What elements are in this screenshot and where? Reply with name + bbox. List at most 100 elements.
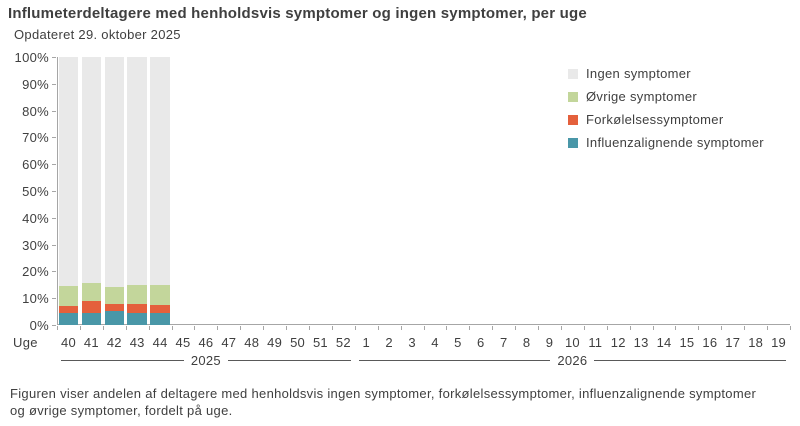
x-axis-tick-label: 7: [499, 335, 508, 350]
x-axis-tick-label: 17: [725, 335, 741, 350]
x-axis-tick: [469, 326, 471, 330]
y-axis-tick: [52, 298, 56, 300]
bar-segment: [127, 284, 147, 305]
bar-segment: [81, 312, 102, 325]
x-axis-tick: [698, 326, 700, 330]
year-group: 2026: [358, 352, 786, 369]
bar-segment: [81, 282, 102, 302]
x-axis-tick-label: 1: [362, 335, 370, 350]
x-axis-tick: [721, 326, 723, 330]
x-axis-tick: [331, 326, 333, 330]
x-axis-tick-label: 43: [129, 335, 145, 350]
x-axis-tick: [400, 326, 402, 330]
x-axis-tick: [194, 326, 196, 330]
legend-item: Ingen symptomer: [568, 66, 764, 81]
x-axis-tick: [629, 326, 631, 330]
x-axis-tick: [148, 326, 150, 330]
bar-segment: [58, 286, 79, 306]
x-axis-tick-label: 9: [545, 335, 554, 350]
plot-area: [57, 57, 790, 325]
bar-segment: [127, 313, 147, 325]
legend-item: Øvrige symptomer: [568, 89, 764, 104]
y-axis-tick: [52, 217, 56, 219]
legend-item: Forkølelsessymptomer: [568, 112, 764, 127]
x-axis-tick: [308, 326, 310, 330]
legend-swatch: [568, 68, 578, 79]
bar-segment: [104, 310, 125, 325]
x-axis-tick-label: 49: [267, 335, 283, 350]
y-axis-tick: [52, 110, 56, 112]
figure-caption: Figuren viser andelen af deltagere med h…: [10, 386, 757, 418]
x-axis-tick-label: 52: [335, 335, 351, 350]
y-axis-tick: [52, 244, 56, 246]
x-axis-tick-label: 48: [244, 335, 260, 350]
x-axis-tick: [790, 326, 791, 330]
x-axis-tick: [560, 326, 562, 330]
y-axis-tick-label: 90%: [22, 76, 49, 92]
x-axis-tick: [606, 326, 608, 330]
x-axis-tick: [79, 326, 81, 330]
year-group-label: 2026: [557, 353, 588, 368]
x-axis-tick: [240, 326, 242, 330]
year-group-line: [358, 360, 551, 361]
year-group-line: [594, 360, 786, 361]
bar-segment: [150, 57, 170, 285]
y-axis-tick: [52, 164, 56, 166]
x-axis-tick-label: 3: [408, 335, 416, 350]
chart-title: Influmeterdeltagere med henholdsvis symp…: [8, 5, 587, 22]
x-axis-tick-label: 42: [106, 335, 122, 350]
legend: Ingen symptomer Øvrige symptomer Forkølels…: [568, 66, 764, 159]
bar-segment: [150, 313, 170, 325]
bar-segment: [104, 303, 125, 311]
year-group-line: [227, 360, 351, 361]
bar-segment: [150, 304, 170, 314]
bar-segment: [81, 301, 102, 313]
x-axis-tick: [354, 326, 356, 330]
x-axis-tick: [492, 326, 494, 330]
x-axis-tick: [423, 326, 425, 330]
bar-segment: [58, 305, 79, 314]
bar-segment: [58, 313, 79, 325]
x-axis-tick-label: 16: [702, 335, 718, 350]
x-axis-tick: [263, 326, 265, 330]
y-axis-tick-label: 70%: [22, 130, 49, 146]
x-axis-tick-label: 5: [454, 335, 462, 350]
bar-segment: [150, 284, 170, 305]
x-axis-tick: [583, 326, 585, 330]
x-axis-tick-label: 19: [771, 335, 786, 350]
x-axis-tick: [515, 326, 517, 330]
y-axis-tick: [52, 57, 56, 58]
x-axis-tick: [652, 326, 654, 330]
x-axis-title: Uge: [13, 335, 38, 350]
legend-swatch: [568, 114, 578, 125]
y-axis-tick-label: 40%: [22, 210, 49, 226]
legend-label: Ingen symptomer: [586, 66, 691, 81]
x-axis-tick-label: 51: [312, 335, 328, 350]
bar-segment: [127, 304, 147, 314]
x-axis-tick-label: 10: [564, 335, 580, 350]
legend-label: Influenzalignende symptomer: [586, 135, 764, 150]
y-axis-tick: [52, 191, 56, 192]
x-axis-tick-label: 12: [610, 335, 626, 350]
x-axis-tick-label: 8: [522, 335, 531, 350]
x-axis-tick: [767, 326, 769, 330]
legend-swatch: [568, 137, 578, 148]
bar-segment: [58, 57, 79, 287]
y-axis-tick-label: 50%: [22, 184, 49, 199]
x-axis-tick-label: 41: [83, 335, 99, 350]
bar-segment: [104, 287, 125, 304]
x-axis-tick-label: 50: [290, 335, 305, 350]
y-axis-tick-label: 20%: [22, 264, 49, 280]
x-axis-tick-label: 47: [221, 335, 237, 350]
x-axis-tick: [217, 326, 219, 330]
x-axis-tick-label: 2: [385, 335, 393, 350]
y-axis-tick-label: 0%: [29, 318, 49, 333]
x-axis-tick: [744, 326, 746, 330]
legend-label: Forkølelsessymptomer: [586, 112, 724, 127]
year-group: 2025: [61, 352, 351, 369]
x-axis-tick-label: 13: [633, 335, 649, 350]
legend-label: Øvrige symptomer: [586, 89, 697, 104]
x-axis-tick: [102, 326, 104, 330]
